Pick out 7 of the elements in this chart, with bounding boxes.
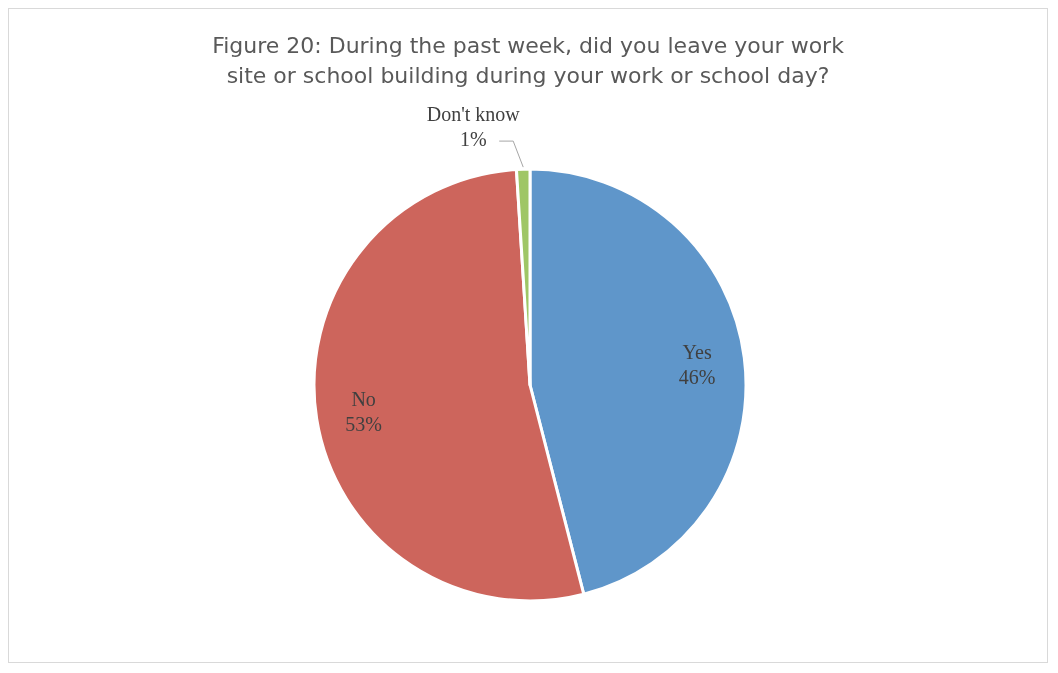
data-label: 1% (459, 128, 487, 151)
slice-label: Yes (682, 340, 712, 363)
slice-label: Don't know (426, 103, 521, 126)
chart-title: Figure 20: During the past week, did you leave your work site or school building during your work or school day? (212, 33, 845, 88)
slice-label: No (351, 388, 376, 411)
data-label: 46% (678, 365, 716, 388)
data-label: 53% (345, 413, 382, 436)
